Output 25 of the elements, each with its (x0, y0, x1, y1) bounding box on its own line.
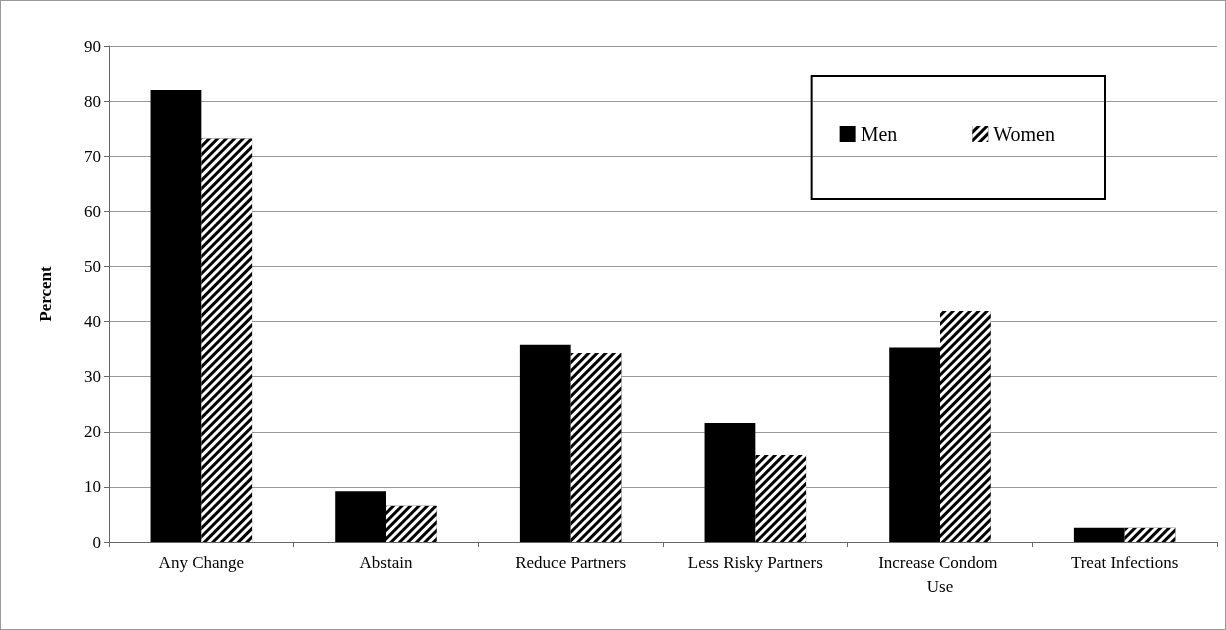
bar (704, 422, 756, 542)
y-tick-label: 20 (84, 422, 101, 442)
y-tick-label: 10 (84, 477, 101, 497)
y-tick-label: 70 (84, 146, 101, 166)
y-axis-title: Percent (36, 265, 55, 322)
x-tick-label: Abstain (359, 552, 413, 572)
y-tick-label: 50 (84, 256, 101, 276)
x-tick-label: Increase Condom Use (878, 552, 1002, 596)
y-tick-label: 0 (92, 532, 101, 552)
y-tick-label: 90 (84, 36, 101, 56)
x-tick-label: Less Risky Partners (687, 552, 823, 572)
x-tick-label: Treat Infections (1070, 552, 1179, 572)
y-tick-label: 40 (84, 312, 101, 332)
bar (519, 344, 571, 542)
bar (1073, 527, 1125, 542)
bar (335, 491, 386, 542)
legend-label: Men (860, 123, 898, 145)
y-tick-label: 60 (84, 201, 101, 221)
bar (150, 90, 202, 542)
legend-label: Women (993, 123, 1056, 145)
x-tick-label: Any Change (158, 552, 245, 572)
y-tick-label: 30 (84, 367, 101, 387)
x-tick-label: Reduce Partners (515, 552, 627, 572)
bar (889, 347, 940, 542)
y-tick-label: 80 (84, 91, 101, 111)
